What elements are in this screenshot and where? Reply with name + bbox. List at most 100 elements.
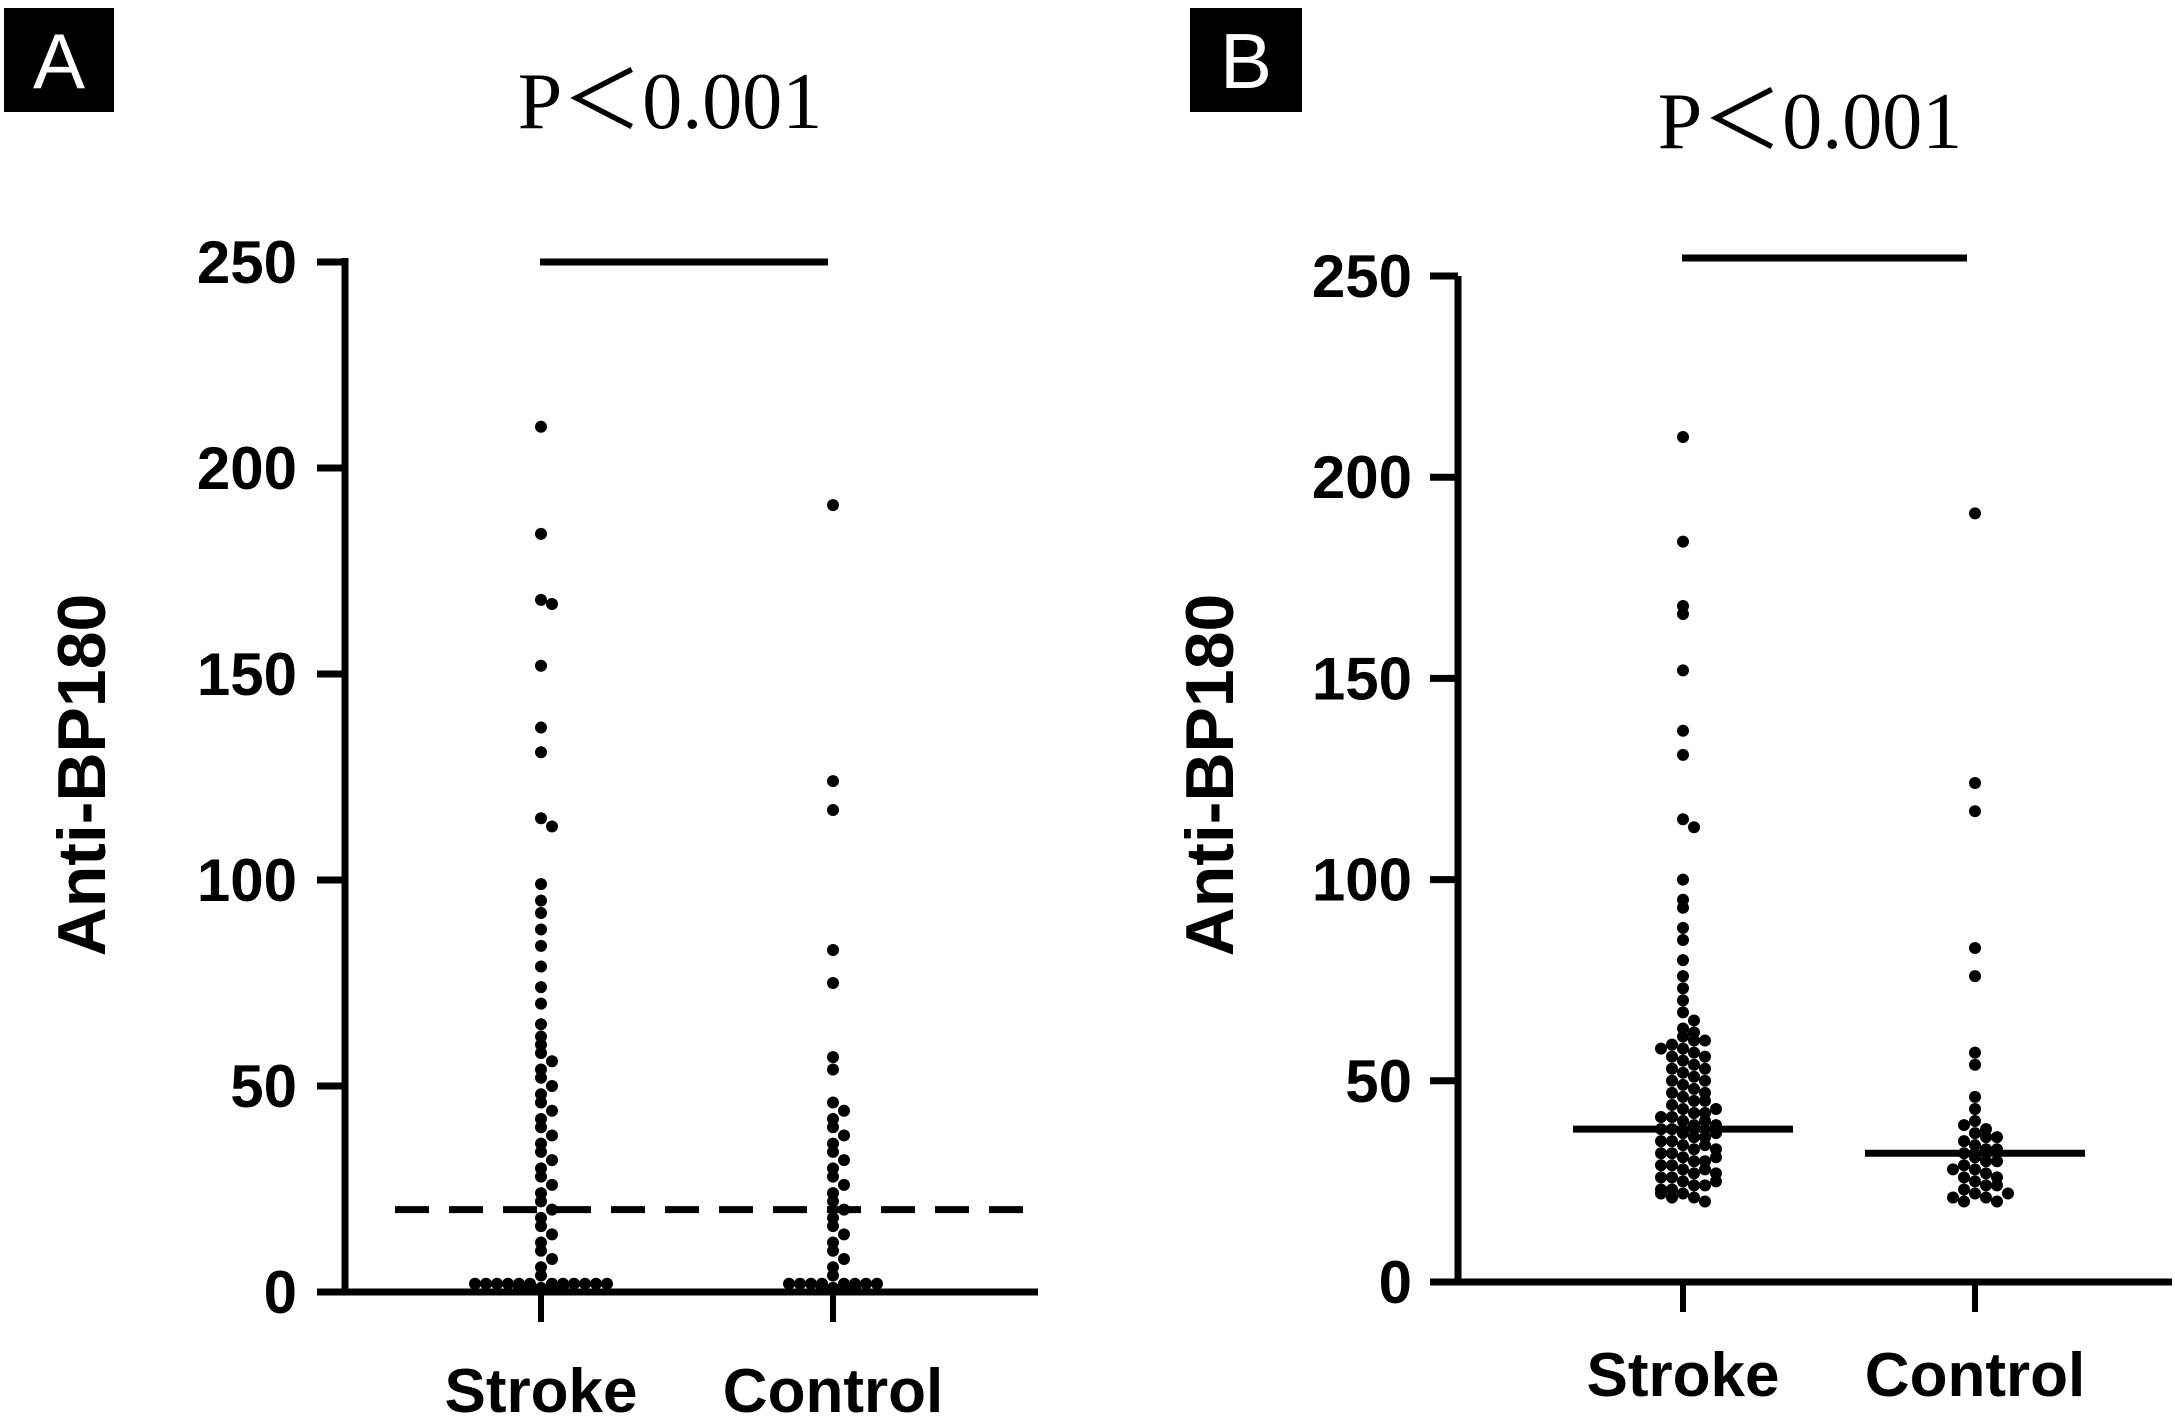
data-point-stroke-a: [546, 1178, 558, 1191]
data-points-b: [1573, 430, 2085, 1208]
data-point-stroke-b: [1699, 1062, 1711, 1075]
data-point-stroke-a: [546, 820, 558, 833]
data-point-stroke-b: [1655, 1042, 1667, 1055]
data-points-a: [395, 420, 1035, 1294]
data-point-stroke-b: [1677, 1006, 1689, 1019]
data-point-stroke-a: [535, 593, 547, 606]
data-point-control-a: [827, 1281, 839, 1294]
data-point-stroke-a: [535, 721, 547, 734]
data-point-stroke-b: [1688, 1034, 1700, 1047]
data-point-stroke-a: [469, 1277, 481, 1290]
data-point-control-a: [827, 1096, 839, 1109]
data-point-stroke-b: [1710, 1143, 1722, 1156]
data-point-stroke-b: [1688, 1131, 1700, 1144]
data-point-stroke-a: [535, 1088, 547, 1101]
data-point-stroke-a: [535, 960, 547, 973]
p-value-label-b: P＜0.001: [1658, 78, 1963, 166]
data-point-stroke-b: [1666, 1111, 1678, 1124]
data-point-stroke-b: [1688, 1106, 1700, 1119]
data-point-stroke-b: [1677, 1115, 1689, 1128]
data-point-stroke-b: [1666, 1086, 1678, 1099]
data-point-stroke-b: [1677, 1175, 1689, 1188]
panel-b: B P＜0.001 Anti-BP180 Stroke Control 0 50 1…: [1172, 8, 2172, 1410]
data-point-stroke-a: [535, 1220, 547, 1233]
data-point-control-a: [805, 1277, 817, 1290]
data-point-stroke-b: [1677, 901, 1689, 914]
data-point-stroke-a: [546, 597, 558, 610]
y-tick-label: 50: [230, 1053, 297, 1120]
panel-a: A P＜0.001 Anti-BP180 Stroke Control 0 50 1…: [4, 8, 1038, 1417]
data-point-control-b: [1969, 1102, 1981, 1115]
data-point-control-a: [827, 803, 839, 816]
data-point-control-b: [1969, 1090, 1981, 1103]
data-point-control-b: [1969, 1139, 1981, 1152]
category-label-stroke-b: Stroke: [1587, 1341, 1780, 1410]
data-point-stroke-b: [1677, 1102, 1689, 1115]
data-point-control-b: [1947, 1191, 1959, 1204]
data-point-control-b: [1991, 1131, 2003, 1144]
data-point-stroke-a: [502, 1277, 514, 1290]
data-point-control-b: [1958, 1119, 1970, 1132]
data-point-stroke-a: [535, 906, 547, 919]
data-point-stroke-b: [1688, 1155, 1700, 1168]
data-point-control-a: [827, 775, 839, 788]
data-point-stroke-a: [535, 1121, 547, 1134]
data-point-control-a: [827, 1145, 839, 1158]
data-point-stroke-b: [1655, 1159, 1667, 1172]
data-point-stroke-a: [546, 1203, 558, 1216]
data-point-stroke-b: [1666, 1098, 1678, 1111]
data-point-stroke-b: [1688, 1143, 1700, 1156]
data-point-stroke-a: [535, 878, 547, 891]
data-point-stroke-b: [1677, 535, 1689, 548]
data-point-stroke-b: [1666, 1147, 1678, 1160]
data-point-stroke-b: [1699, 1074, 1711, 1087]
data-point-stroke-a: [535, 1162, 547, 1175]
data-point-control-a: [794, 1277, 806, 1290]
data-point-control-a: [827, 1211, 839, 1224]
y-axis-label-a: Anti-BP180: [44, 594, 120, 957]
data-point-stroke-b: [1666, 1191, 1678, 1204]
data-point-control-b: [1958, 1135, 1970, 1148]
data-point-control-a: [838, 1178, 850, 1191]
data-point-control-b: [1969, 1175, 1981, 1188]
data-point-stroke-b: [1699, 1034, 1711, 1047]
data-point-control-a: [838, 1154, 850, 1167]
data-point-stroke-b: [1666, 1050, 1678, 1063]
data-point-stroke-a: [535, 1096, 547, 1109]
data-point-stroke-b: [1655, 1183, 1667, 1196]
data-point-stroke-b: [1688, 1094, 1700, 1107]
y-tick-label: 200: [197, 435, 297, 502]
data-point-stroke-a: [524, 1281, 536, 1294]
data-point-control-b: [1969, 1115, 1981, 1128]
data-point-stroke-a: [535, 1112, 547, 1125]
data-point-stroke-a: [546, 1154, 558, 1167]
data-point-stroke-b: [1677, 954, 1689, 967]
data-point-stroke-b: [1688, 1191, 1700, 1204]
data-point-stroke-a: [546, 1080, 558, 1092]
data-point-stroke-b: [1677, 608, 1689, 621]
data-point-control-a: [849, 1281, 861, 1294]
data-point-control-a: [816, 1281, 828, 1294]
data-point-stroke-a: [535, 939, 547, 952]
data-point-control-b: [1958, 1171, 1970, 1184]
data-point-control-a: [827, 1051, 839, 1064]
data-point-stroke-a: [601, 1277, 613, 1290]
data-point-stroke-b: [1688, 1070, 1700, 1083]
data-point-control-b: [1969, 970, 1981, 983]
y-tick-label: 50: [1345, 1048, 1412, 1115]
data-point-stroke-b: [1699, 1139, 1711, 1152]
data-point-control-a: [827, 1162, 839, 1175]
data-point-stroke-b: [1677, 1066, 1689, 1079]
y-tick-label: 150: [197, 641, 297, 708]
data-point-stroke-a: [546, 1281, 558, 1294]
y-tick-label: 100: [197, 847, 297, 914]
data-point-control-a: [838, 1228, 850, 1241]
data-point-stroke-a: [535, 527, 547, 540]
data-point-stroke-a: [590, 1277, 602, 1290]
data-point-control-a: [827, 1269, 839, 1282]
data-point-control-a: [827, 1236, 839, 1249]
data-point-stroke-a: [535, 659, 547, 672]
y-tick-label: 250: [1312, 243, 1412, 310]
data-point-control-a: [838, 1203, 850, 1216]
data-point-stroke-b: [1655, 1171, 1667, 1184]
